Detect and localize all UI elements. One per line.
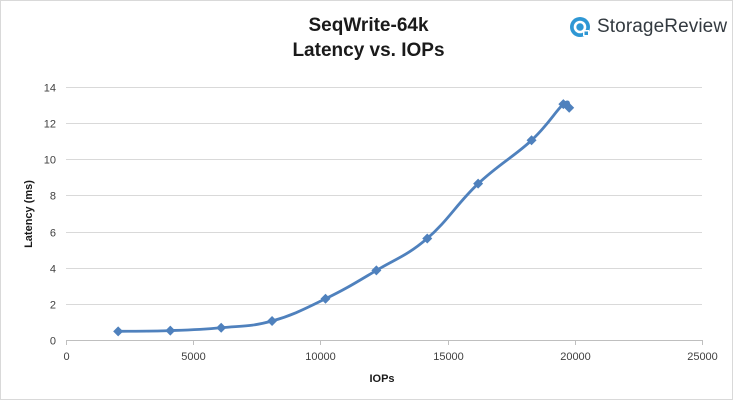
series-line	[116, 100, 571, 333]
y-tick-label: 4	[50, 264, 56, 276]
tick-labels: 0 2 4 6 8 10 12 14 0 5000 10000 15000 20000 25000	[44, 83, 718, 364]
x-tick-label: 5000	[181, 351, 205, 363]
data-point-marker	[564, 102, 575, 113]
y-tick-label: 12	[44, 119, 56, 131]
brand-name: StorageReview	[597, 16, 728, 37]
data-point-marker	[371, 265, 382, 276]
y-tick-label: 14	[44, 83, 56, 95]
y-tick-label: 8	[50, 191, 56, 203]
data-point-marker	[267, 316, 278, 327]
y-tick-label: 2	[50, 300, 56, 312]
x-tick-label: 0	[63, 351, 69, 363]
x-tick-label: 15000	[433, 351, 464, 363]
y-tick-label: 6	[50, 228, 56, 240]
data-point-marker	[165, 325, 176, 336]
data-point-marker	[526, 135, 537, 146]
x-tick-label: 25000	[687, 351, 718, 363]
x-tick-label: 10000	[305, 351, 336, 363]
series-layer	[113, 99, 575, 337]
y-axis-label: Latency (ms)	[23, 180, 35, 248]
storagereview-logo-icon	[570, 17, 590, 37]
data-point-marker	[216, 322, 227, 333]
data-point-marker	[113, 326, 124, 337]
grid-lines	[66, 87, 702, 305]
axes	[66, 340, 703, 345]
y-tick-label: 10	[44, 155, 56, 167]
brand-logo: StorageReview	[569, 14, 727, 40]
x-axis-label: IOPs	[369, 373, 394, 385]
y-tick-label: 0	[50, 336, 56, 348]
chart-title-line-2: Latency vs. IOPs	[292, 40, 445, 61]
data-point-marker	[473, 178, 484, 189]
data-point-marker	[422, 233, 433, 244]
chart-title-line-1: SeqWrite-64k	[308, 15, 429, 36]
chart-title: SeqWrite-64k Latency vs. IOPs	[1, 13, 735, 63]
x-tick-label: 20000	[560, 351, 591, 363]
data-point-marker	[320, 293, 331, 304]
